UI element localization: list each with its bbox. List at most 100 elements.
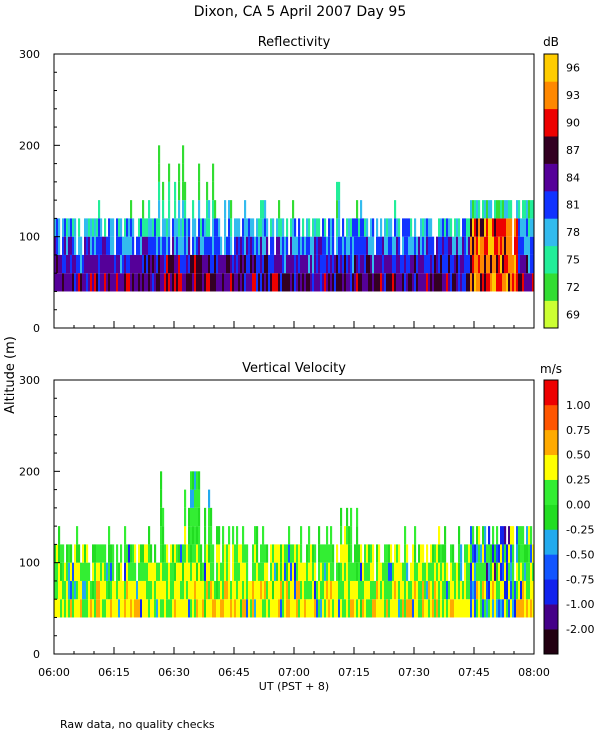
heatmap-cell bbox=[522, 273, 525, 292]
heatmap-cell bbox=[118, 236, 121, 255]
heatmap-cell bbox=[528, 236, 531, 255]
heatmap-cell bbox=[316, 218, 319, 237]
heatmap-cell bbox=[226, 254, 229, 274]
heatmap-cell bbox=[140, 236, 143, 255]
heatmap-cell bbox=[450, 599, 453, 618]
heatmap-cell bbox=[418, 544, 421, 563]
heatmap-cell bbox=[396, 562, 399, 581]
heatmap-cell bbox=[514, 254, 517, 274]
heatmap-cell bbox=[376, 562, 379, 581]
heatmap-cell bbox=[232, 562, 235, 581]
heatmap-cell bbox=[84, 599, 87, 618]
heatmap-cell bbox=[202, 273, 205, 292]
heatmap-cell bbox=[350, 562, 353, 581]
heatmap-cell bbox=[374, 580, 377, 600]
heatmap-cell bbox=[474, 236, 477, 255]
heatmap-cell bbox=[74, 544, 77, 563]
heatmap-cell bbox=[204, 544, 207, 563]
heatmap-cell bbox=[482, 562, 485, 581]
heatmap-cell bbox=[460, 580, 463, 600]
heatmap-cell bbox=[500, 544, 503, 563]
heatmap-cell bbox=[236, 273, 239, 292]
heatmap-cell bbox=[158, 218, 161, 237]
heatmap-cell bbox=[242, 544, 245, 563]
heatmap-cell bbox=[276, 254, 279, 274]
footer-note: Raw data, no quality checks bbox=[60, 718, 215, 731]
heatmap-cell bbox=[384, 562, 387, 581]
heatmap-cell bbox=[194, 471, 197, 490]
heatmap-cell bbox=[218, 599, 221, 618]
heatmap-cell bbox=[428, 562, 431, 581]
heatmap-cell bbox=[506, 580, 509, 600]
heatmap-cell bbox=[426, 580, 429, 600]
heatmap-cell bbox=[148, 562, 151, 581]
heatmap-cell bbox=[416, 236, 419, 255]
heatmap-cell bbox=[184, 489, 187, 508]
heatmap-cell bbox=[326, 599, 329, 618]
heatmap-cell bbox=[452, 562, 455, 581]
colorbar-swatch bbox=[544, 273, 558, 301]
heatmap-cell bbox=[336, 200, 339, 219]
heatmap-cell bbox=[448, 218, 451, 237]
heatmap-cell bbox=[508, 200, 511, 219]
heatmap-cell bbox=[166, 236, 169, 255]
heatmap-cell bbox=[352, 599, 355, 618]
heatmap-cell bbox=[480, 580, 483, 600]
heatmap-cell bbox=[56, 544, 59, 563]
heatmap-cell bbox=[484, 526, 487, 545]
heatmap-cell bbox=[318, 273, 321, 292]
heatmap-cell bbox=[86, 599, 89, 618]
heatmap-cell bbox=[262, 218, 265, 237]
heatmap-cell bbox=[354, 562, 357, 581]
heatmap-cell bbox=[474, 218, 477, 237]
colorbar-label: -0.75 bbox=[566, 573, 594, 586]
heatmap-cell bbox=[116, 599, 119, 618]
heatmap-cell bbox=[390, 599, 393, 618]
heatmap-cell bbox=[118, 562, 121, 581]
heatmap-cell bbox=[132, 544, 135, 563]
heatmap-cell bbox=[274, 599, 277, 618]
heatmap-cell bbox=[428, 273, 431, 292]
heatmap-cell bbox=[204, 254, 207, 274]
heatmap-cell bbox=[212, 218, 215, 237]
heatmap-cell bbox=[388, 562, 391, 581]
heatmap-cell bbox=[132, 562, 135, 581]
heatmap-cell bbox=[260, 200, 263, 219]
heatmap-cell bbox=[422, 544, 425, 563]
heatmap-cell bbox=[364, 254, 367, 274]
heatmap-cell bbox=[484, 200, 487, 219]
heatmap-cell bbox=[288, 544, 291, 563]
heatmap-cell bbox=[224, 544, 227, 563]
heatmap-cell bbox=[212, 599, 215, 618]
heatmap-cell bbox=[510, 273, 513, 292]
heatmap-cell bbox=[494, 200, 497, 219]
heatmap-cell bbox=[506, 200, 509, 219]
heatmap-cell bbox=[364, 580, 367, 600]
heatmap-cell bbox=[124, 254, 127, 274]
heatmap-cell bbox=[198, 236, 201, 255]
heatmap-cell bbox=[200, 544, 203, 563]
heatmap-cell bbox=[130, 254, 133, 274]
heatmap-cell bbox=[160, 526, 163, 545]
heatmap-cell bbox=[228, 544, 231, 563]
heatmap-cell bbox=[288, 599, 291, 618]
colorbar-swatch bbox=[544, 245, 558, 274]
heatmap-cell bbox=[530, 526, 533, 545]
heatmap-cell bbox=[282, 544, 285, 563]
heatmap-cell bbox=[150, 236, 153, 255]
heatmap-cell bbox=[194, 489, 197, 508]
heatmap-cell bbox=[324, 273, 327, 292]
heatmap-cell bbox=[442, 599, 445, 618]
heatmap-cell bbox=[184, 200, 187, 219]
heatmap-cell bbox=[496, 580, 499, 600]
heatmap-cell bbox=[178, 544, 181, 563]
heatmap-cell bbox=[478, 254, 481, 274]
heatmap-cell bbox=[196, 526, 199, 545]
heatmap-cell bbox=[58, 273, 61, 292]
heatmap-cell bbox=[476, 273, 479, 292]
heatmap-cell bbox=[148, 218, 151, 237]
heatmap-cell bbox=[216, 599, 219, 618]
heatmap-cell bbox=[404, 544, 407, 563]
heatmap-cell bbox=[212, 273, 215, 292]
